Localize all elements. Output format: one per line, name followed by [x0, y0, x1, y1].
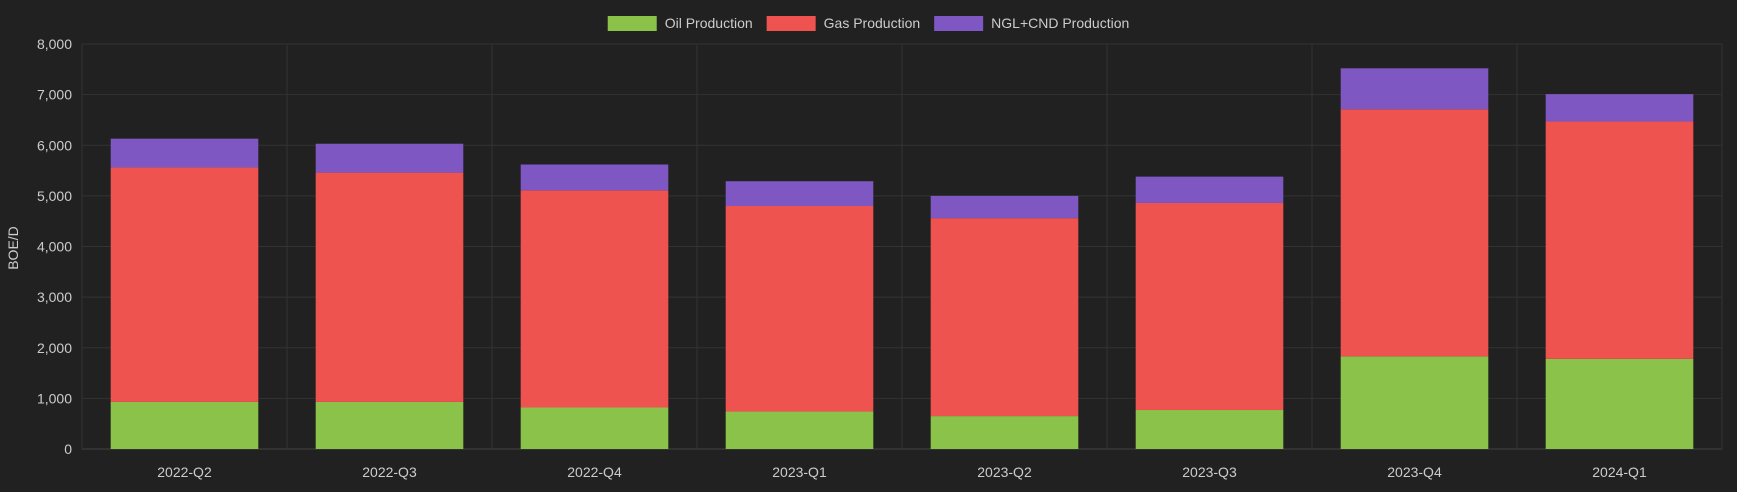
legend-swatch	[934, 16, 984, 31]
bar-segment-oil-production[interactable]	[725, 411, 874, 449]
bar-segment-oil-production[interactable]	[1545, 358, 1694, 449]
legend-swatch	[607, 16, 657, 31]
legend-label: NGL+CND Production	[991, 15, 1129, 31]
legend-item-oil-production[interactable]: Oil Production	[607, 15, 753, 31]
legend-swatch	[766, 16, 816, 31]
bar-segment-ngl-cnd-production[interactable]	[1135, 176, 1284, 203]
x-tick-label: 2022-Q4	[567, 464, 622, 480]
legend-item-ngl-cnd-production[interactable]: NGL+CND Production	[934, 15, 1129, 31]
x-tick-label: 2023-Q3	[1182, 464, 1237, 480]
bar-segment-gas-production[interactable]	[520, 190, 669, 408]
x-axis: 2022-Q2 2022-Q3 2022-Q4 2023-Q1 2023-Q2 2023-…	[157, 464, 1647, 480]
bar-segment-oil-production[interactable]	[110, 401, 259, 449]
legend-label: Gas Production	[824, 15, 921, 31]
y-tick-label: 2,000	[37, 340, 72, 356]
x-tick-label: 2022-Q3	[362, 464, 417, 480]
bar-segment-ngl-cnd-production[interactable]	[1545, 94, 1694, 122]
x-tick-label: 2023-Q1	[772, 464, 827, 480]
y-tick-label: 8,000	[37, 36, 72, 52]
bar-segment-ngl-cnd-production[interactable]	[1340, 68, 1489, 110]
bar-segment-ngl-cnd-production[interactable]	[725, 181, 874, 206]
y-tick-label: 5,000	[37, 188, 72, 204]
bar-segment-oil-production[interactable]	[315, 401, 464, 449]
bar-segment-oil-production[interactable]	[930, 416, 1079, 449]
bar-segment-oil-production[interactable]	[1135, 410, 1284, 449]
x-tick-label: 2024-Q1	[1592, 464, 1647, 480]
y-tick-label: 6,000	[37, 137, 72, 153]
bar-segment-ngl-cnd-production[interactable]	[520, 164, 669, 191]
bar-segment-gas-production[interactable]	[1340, 109, 1489, 357]
bar-segment-gas-production[interactable]	[1545, 121, 1694, 359]
y-axis: 0 1,000 2,000 3,000 4,000 5,000 6,000 7,000 8,00…	[37, 36, 72, 457]
y-tick-label: 1,000	[37, 390, 72, 406]
bar-segment-gas-production[interactable]	[725, 206, 874, 412]
bar-segment-oil-production[interactable]	[1340, 356, 1489, 449]
bar-segment-ngl-cnd-production[interactable]	[110, 138, 259, 168]
y-tick-label: 0	[64, 441, 72, 457]
legend-item-gas-production[interactable]: Gas Production	[766, 15, 921, 31]
bar-segment-gas-production[interactable]	[930, 218, 1079, 417]
x-tick-label: 2023-Q2	[977, 464, 1032, 480]
y-tick-label: 7,000	[37, 87, 72, 103]
bar-segment-ngl-cnd-production[interactable]	[315, 143, 464, 173]
y-tick-label: 4,000	[37, 239, 72, 255]
bar-segment-ngl-cnd-production[interactable]	[930, 195, 1079, 219]
bar-segment-gas-production[interactable]	[1135, 202, 1284, 411]
bar-segment-gas-production[interactable]	[315, 172, 464, 402]
bar-segment-gas-production[interactable]	[110, 167, 259, 402]
x-tick-label: 2023-Q4	[1387, 464, 1442, 480]
bars	[110, 68, 1694, 449]
x-tick-label: 2022-Q2	[157, 464, 212, 480]
legend-label: Oil Production	[665, 15, 753, 31]
y-tick-label: 3,000	[37, 289, 72, 305]
y-axis-label: BOE/D	[5, 226, 21, 270]
bar-segment-oil-production[interactable]	[520, 407, 669, 449]
legend[interactable]: Oil Production Gas Production NGL+CND Prod…	[607, 15, 1130, 31]
